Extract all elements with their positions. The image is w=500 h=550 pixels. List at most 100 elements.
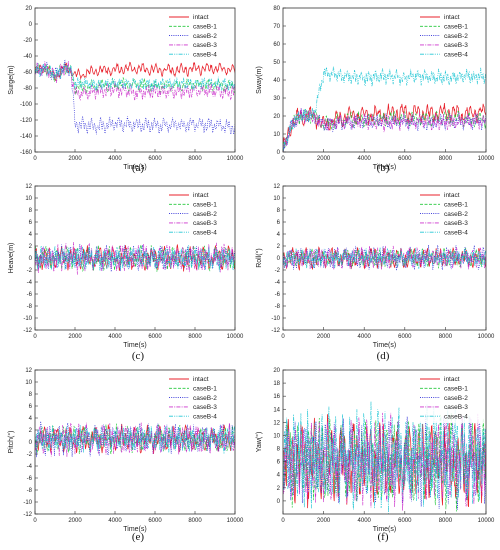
y-tick-label: 50: [273, 60, 280, 66]
legend-label-caseB-1: caseB-1: [444, 386, 468, 393]
x-tick-label: 0: [281, 156, 285, 162]
y-tick-label: 20: [25, 6, 32, 12]
y-tick-label: -40: [23, 54, 32, 60]
x-tick-label: 8000: [188, 156, 202, 162]
y-tick-label: 16: [273, 394, 280, 400]
y-tick-label: -160: [20, 150, 33, 156]
legend-label-caseB-4: caseB-4: [444, 51, 468, 58]
x-tick-label: 6000: [398, 518, 412, 524]
y-tick-label: 60: [273, 42, 280, 48]
y-tick-label: -2: [27, 452, 33, 458]
series-line-caseB-4: [283, 66, 486, 152]
panel-f: 0 2000 4000 6000 8000 10000 0 2 4 6 8 10 12 14 16 18 20 T…: [255, 368, 495, 543]
x-tick-label: 2000: [68, 518, 82, 524]
y-tick-label: 10: [273, 433, 280, 439]
series-line-caseB-2: [283, 413, 486, 510]
x-tick-label: 10000: [478, 334, 495, 340]
y-tick-label: 4: [29, 416, 33, 422]
legend-label-caseB-1: caseB-1: [193, 202, 217, 209]
y-tick-label: 4: [277, 473, 281, 479]
y-tick-label: -4: [27, 280, 33, 286]
panel-c: 0 2000 4000 6000 8000 10000 -12 -10 -8 -6 -4 -2 0 2 4 6…: [8, 184, 244, 362]
y-tick-label: -6: [27, 292, 33, 298]
legend-label-intact: intact: [193, 192, 209, 199]
x-tick-label: 10000: [478, 156, 495, 162]
x-tick-label: 6000: [148, 518, 162, 524]
series-line-caseB-3: [35, 60, 235, 101]
legend-box: [167, 190, 233, 239]
x-tick-label: 6000: [398, 334, 412, 340]
legend-label-intact: intact: [193, 376, 209, 383]
y-tick-label: -12: [271, 328, 280, 334]
y-tick-label: 8: [29, 392, 33, 398]
x-tick-label: 6000: [148, 334, 162, 340]
legend-label-caseB-3: caseB-3: [444, 220, 468, 227]
y-tick-label: 12: [25, 368, 32, 374]
y-tick-label: 2: [277, 486, 281, 492]
y-tick-label: -2: [27, 268, 33, 274]
x-tick-label: 4000: [358, 334, 372, 340]
y-axis-label: Yaw(°): [255, 432, 263, 453]
y-tick-label: 2: [29, 428, 33, 434]
legend-label-caseB-4: caseB-4: [193, 413, 217, 420]
panel-label: (c): [132, 350, 145, 362]
x-tick-label: 8000: [439, 156, 453, 162]
legend-label-caseB-3: caseB-3: [193, 404, 217, 411]
legend-label-caseB-2: caseB-2: [444, 211, 468, 218]
series-line-caseB-2: [283, 108, 486, 150]
legend-label-caseB-2: caseB-2: [193, 211, 217, 218]
x-tick-label: 10000: [227, 156, 244, 162]
x-tick-label: 2000: [68, 156, 82, 162]
y-tick-label: 0: [277, 256, 281, 262]
legend-label-caseB-1: caseB-1: [444, 202, 468, 209]
x-tick-label: 8000: [188, 518, 202, 524]
x-tick-label: 0: [33, 518, 37, 524]
series-line-caseB-3: [283, 245, 486, 270]
y-axis-label: Roll(°): [255, 248, 263, 268]
y-tick-label: -4: [275, 280, 281, 286]
y-tick-label: 10: [273, 132, 280, 138]
x-tick-label: 6000: [398, 156, 412, 162]
legend-label-caseB-2: caseB-2: [444, 395, 468, 402]
series-group: [35, 242, 235, 275]
series-group: [35, 59, 235, 135]
legend-label-caseB-4: caseB-4: [193, 229, 217, 236]
legend-label-caseB-4: caseB-4: [193, 51, 217, 58]
legend-label-caseB-2: caseB-2: [193, 33, 217, 40]
y-tick-label: 8: [277, 447, 281, 453]
panel-label: (f): [378, 531, 389, 543]
plot-frame: [282, 369, 487, 515]
y-tick-label: -4: [27, 464, 33, 470]
y-tick-label: 30: [273, 96, 280, 102]
y-tick-label: -100: [20, 102, 33, 108]
y-tick-label: 2: [277, 244, 281, 250]
y-tick-label: -8: [27, 488, 33, 494]
legend-label-caseB-2: caseB-2: [193, 395, 217, 402]
y-tick-label: 8: [277, 208, 281, 214]
legend-label-intact: intact: [444, 192, 460, 199]
x-tick-label: 2000: [68, 334, 82, 340]
y-axis-label: Surge(m): [8, 65, 15, 94]
x-tick-label: 8000: [439, 334, 453, 340]
y-tick-label: 10: [25, 196, 32, 202]
legend-label-caseB-1: caseB-1: [193, 24, 217, 31]
x-tick-label: 2000: [317, 334, 331, 340]
x-tick-label: 0: [281, 334, 285, 340]
legend-label-caseB-1: caseB-1: [193, 386, 217, 393]
y-tick-label: 2: [29, 244, 33, 250]
series-line-caseB-3: [283, 108, 486, 152]
series-line-caseB-3: [35, 422, 235, 457]
series-line-caseB-4: [35, 62, 235, 92]
y-tick-label: -20: [23, 38, 32, 44]
y-tick-label: -2: [275, 268, 281, 274]
legend-label-intact: intact: [444, 14, 460, 21]
y-tick-label: 0: [277, 150, 281, 156]
panel-label: (e): [132, 531, 145, 543]
y-tick-label: 20: [273, 114, 280, 120]
x-tick-label: 8000: [188, 334, 202, 340]
panel-label: (d): [377, 350, 390, 362]
y-tick-label: -12: [23, 512, 32, 518]
x-axis-label: Time(s): [373, 342, 396, 349]
x-tick-label: 0: [33, 156, 37, 162]
y-tick-label: 70: [273, 24, 280, 30]
